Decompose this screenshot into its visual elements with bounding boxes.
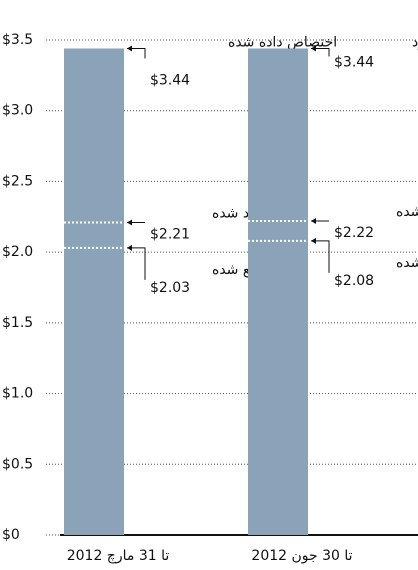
arrow-head [127, 45, 132, 52]
leader-line [127, 247, 146, 280]
y-tick-label: $1.5 [2, 315, 33, 331]
marker-name: توزیع شده [396, 255, 418, 271]
y-tick-label: $2.5 [2, 173, 33, 189]
y-tick-label: $0.5 [2, 456, 33, 472]
leader-line [311, 47, 330, 57]
bar-label: اختصاص داده شده [228, 34, 337, 50]
marker-value: $2.22 [334, 225, 374, 241]
y-tick-label: $3.0 [2, 103, 33, 119]
marker-value: $2.03 [150, 280, 190, 296]
value-label: $3.44 [150, 72, 190, 88]
bar-label: موجود [412, 34, 418, 50]
arrow-head [311, 237, 316, 244]
arrow-head [311, 45, 316, 52]
arrow-head [127, 219, 132, 226]
marker-value: $2.21 [150, 226, 190, 242]
leader-line [311, 240, 330, 273]
y-tick-label: $1.0 [2, 386, 33, 402]
marker-value: $2.08 [334, 273, 374, 289]
x-tick-label: تا 31 مارچ 2012 [67, 548, 170, 564]
bar [248, 48, 308, 535]
bar [64, 48, 124, 535]
x-tick-label: تا 30 جون 2012 [251, 548, 352, 564]
arrow-head [127, 244, 132, 251]
arrow-head [311, 218, 316, 225]
leader-line [127, 47, 146, 59]
y-tick-label: $2.0 [2, 244, 33, 260]
y-tick-label: $3.5 [2, 32, 33, 48]
y-tick-label: $0 [2, 527, 20, 543]
marker-name: تعهد شده [396, 204, 418, 220]
value-label: $3.44 [334, 54, 374, 70]
